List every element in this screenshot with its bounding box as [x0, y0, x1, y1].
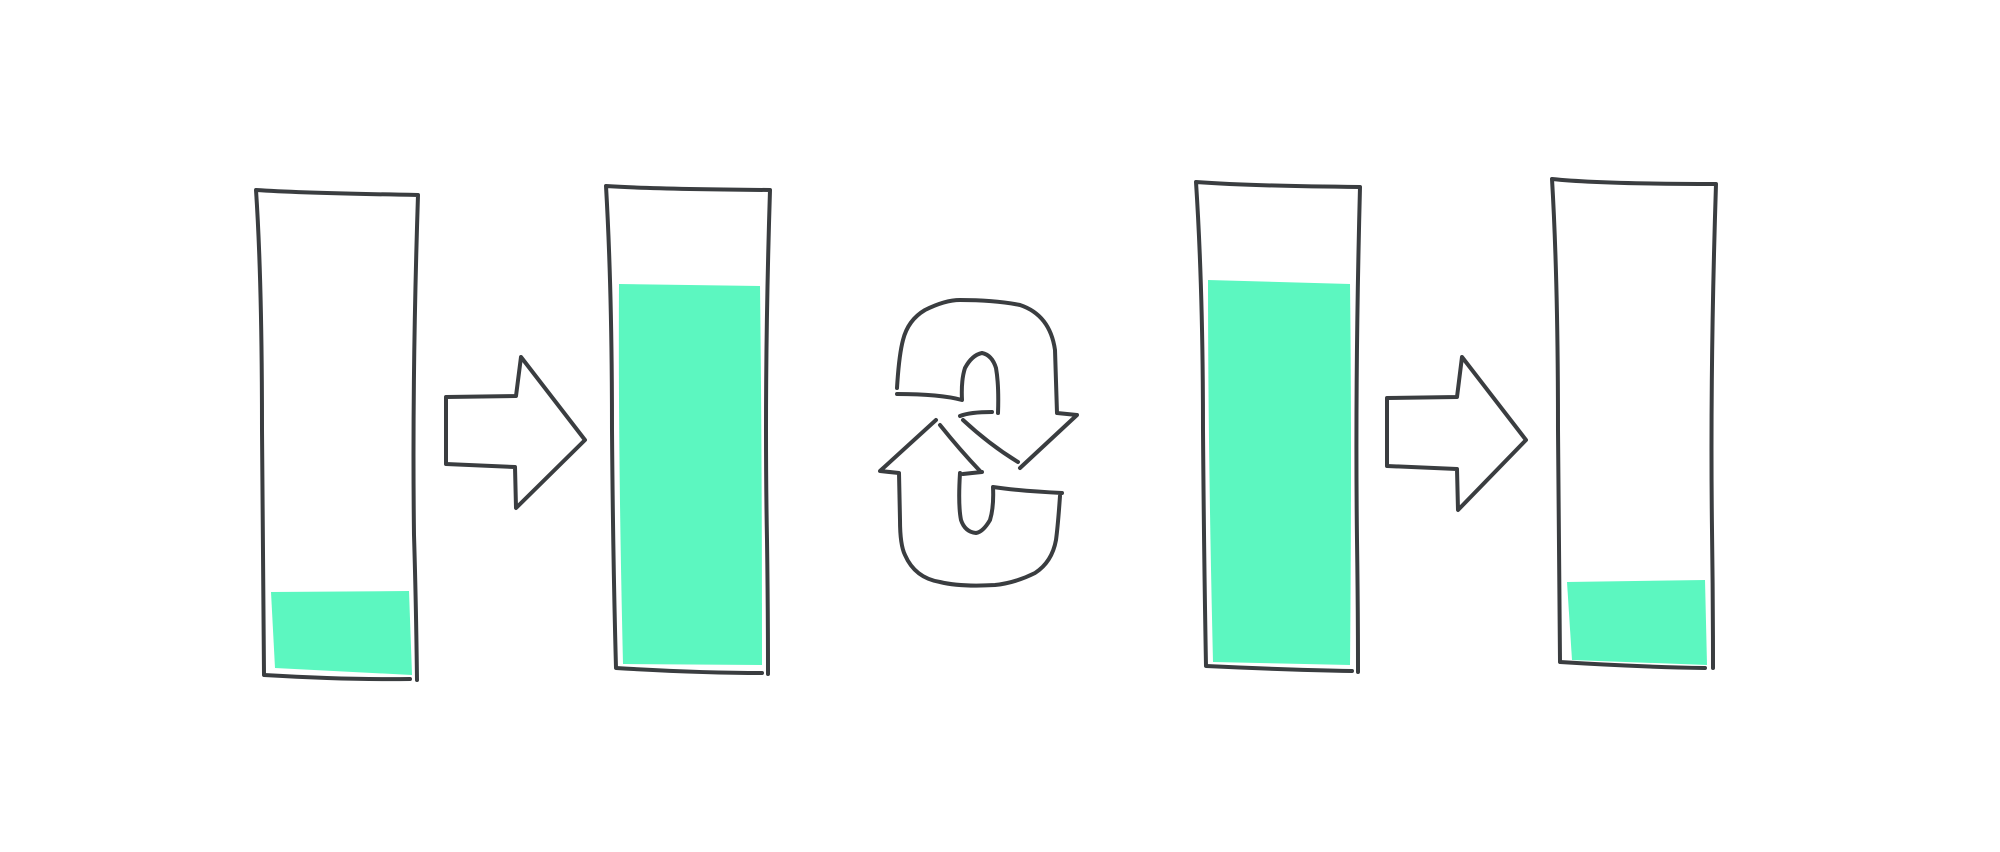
swap-cycle-lower-arrow: [878, 418, 1064, 588]
container-4-outline: [1550, 177, 1718, 670]
container-3: [1194, 180, 1362, 674]
container-2: [604, 184, 772, 676]
container-4-liquid: [1567, 580, 1707, 665]
container-3-liquid: [1208, 280, 1351, 665]
right-arrow-icon: [444, 355, 587, 510]
container-2-liquid: [618, 284, 762, 665]
swap-cycle-icon: [878, 298, 1079, 588]
container-1-outline: [254, 188, 420, 682]
container-2-outline: [604, 184, 772, 676]
container-1: [254, 188, 420, 682]
container-1-liquid: [271, 591, 412, 675]
container-3-outline: [1194, 180, 1362, 674]
container-4: [1550, 177, 1718, 670]
swap-cycle-upper-arrow: [895, 298, 1079, 470]
right-arrow-icon-2: [1385, 355, 1528, 512]
